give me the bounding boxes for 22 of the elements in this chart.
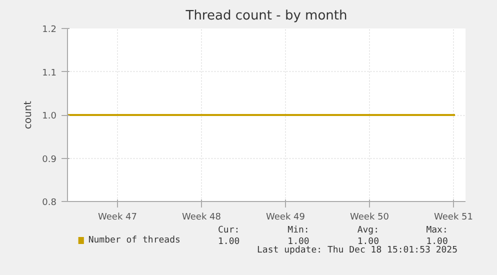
text: Max:	[426, 226, 448, 236]
text: Avg:	[357, 226, 380, 236]
legend-label: Number of threads	[88, 236, 180, 246]
x-tick-label: Week 51	[434, 212, 473, 222]
text: Last update: Thu Dec 18 15:01:53 2025	[257, 246, 458, 256]
y-tick-label: 0.8	[42, 198, 57, 208]
x-tick-label: Week 48	[182, 212, 222, 222]
text: Cur:	[218, 226, 240, 236]
chart-title: Thread count - by month	[184, 8, 348, 24]
text: 1.00	[288, 237, 310, 247]
text: 1.00	[218, 237, 240, 247]
x-tick-label: Week 50	[350, 212, 390, 222]
text: Min:	[288, 226, 310, 236]
y-tick-label: 1.0	[42, 112, 57, 122]
y-tick-label: 1.2	[42, 25, 57, 35]
x-tick-label: Week 47	[98, 212, 137, 222]
y-axis-title: count	[23, 100, 34, 130]
y-tick-label: 0.9	[42, 154, 57, 165]
x-tick-label: Week 49	[266, 212, 306, 222]
text: 1.00	[426, 237, 448, 247]
y-tick-label: 1.1	[42, 68, 57, 78]
text: 1.00	[357, 237, 380, 247]
